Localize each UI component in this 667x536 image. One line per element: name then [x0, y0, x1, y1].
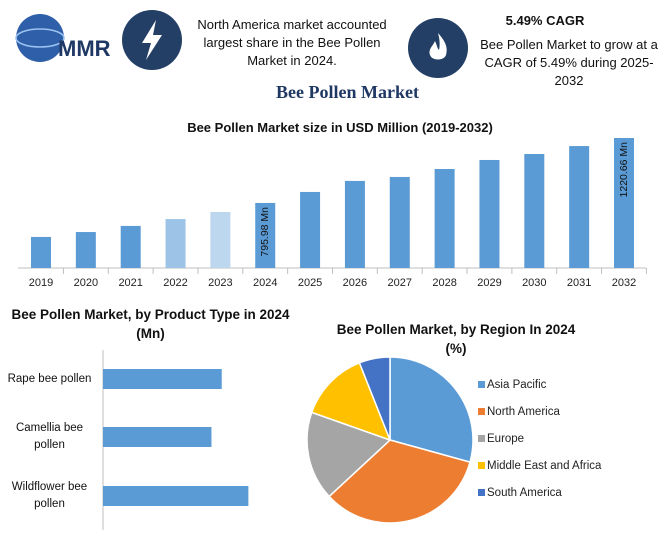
x-tick-label: 2027: [388, 277, 412, 289]
x-tick-label: 2032: [612, 277, 636, 289]
legend-swatch: [478, 489, 485, 496]
pie-slice: [358, 356, 391, 441]
bar: [389, 176, 410, 268]
bar: [103, 486, 249, 506]
y-tick-label: Camellia bee pollen: [15, 422, 84, 451]
bar: [103, 369, 222, 389]
bar: [569, 146, 590, 268]
x-tick-label: 2026: [343, 277, 367, 289]
bar: [31, 236, 51, 268]
header-note: Bee Pollen Market to grow at a CAGR of 5…: [480, 37, 658, 88]
pie-slice: [310, 361, 392, 442]
flame-icon: [429, 33, 447, 60]
logo-text: MMR: [58, 36, 111, 61]
legend-label: Middle East and Africa: [487, 460, 602, 472]
pie-slice: [389, 356, 474, 464]
header-note: North America market accounted largest s…: [197, 17, 387, 68]
legend-label: Asia Pacific: [487, 379, 547, 391]
bar: [210, 211, 231, 268]
value-label: 795.98 Mn: [259, 207, 271, 257]
x-tick-label: 2031: [567, 277, 591, 289]
y-tick-label: Wildflower bee pollen: [11, 481, 88, 510]
x-tick-label: 2021: [118, 277, 142, 289]
legend-swatch: [478, 381, 485, 388]
x-tick-label: 2020: [74, 277, 98, 289]
x-tick-label: 2024: [253, 277, 277, 289]
legend-swatch: [478, 408, 485, 415]
legend-swatch: [478, 462, 485, 469]
bar: [300, 191, 321, 268]
x-tick-label: 2022: [163, 277, 187, 289]
logo-orbit: [15, 28, 65, 48]
x-tick-label: 2019: [29, 277, 53, 289]
x-tick-label: 2025: [298, 277, 322, 289]
y-tick-label: Rape bee pollen: [7, 372, 92, 385]
logo-globe: [16, 14, 64, 62]
cagr-title: 5.49% CAGR: [505, 13, 585, 28]
chart-title: Bee Pollen Market size in USD Million (2…: [187, 120, 493, 135]
x-tick-label: 2030: [522, 277, 546, 289]
bar: [344, 180, 365, 268]
x-tick-label: 2029: [477, 277, 501, 289]
page-title: Bee Pollen Market: [276, 82, 419, 102]
x-tick-label: 2028: [432, 277, 456, 289]
flame-icon-bg: [408, 18, 468, 78]
bolt-icon: [142, 20, 162, 60]
bar: [255, 202, 276, 268]
legend-swatch: [478, 435, 485, 442]
bar: [103, 427, 212, 447]
bar: [479, 159, 500, 268]
bar: [614, 137, 634, 268]
bar: [524, 154, 545, 268]
chart-title: Bee Pollen Market, by Region In 2024 (%): [336, 322, 576, 356]
legend-label: Europe: [487, 433, 524, 445]
x-tick-label: 2023: [208, 277, 232, 289]
chart-title: Bee Pollen Market, by Product Type in 20…: [11, 307, 290, 341]
bar: [75, 232, 96, 268]
legend-label: South America: [487, 487, 562, 499]
bar: [434, 168, 455, 268]
pie-slice: [328, 439, 471, 524]
bar: [120, 225, 141, 268]
bar: [165, 219, 186, 268]
legend-label: North America: [487, 406, 560, 418]
value-label: 1220.66 Mn: [618, 142, 630, 198]
